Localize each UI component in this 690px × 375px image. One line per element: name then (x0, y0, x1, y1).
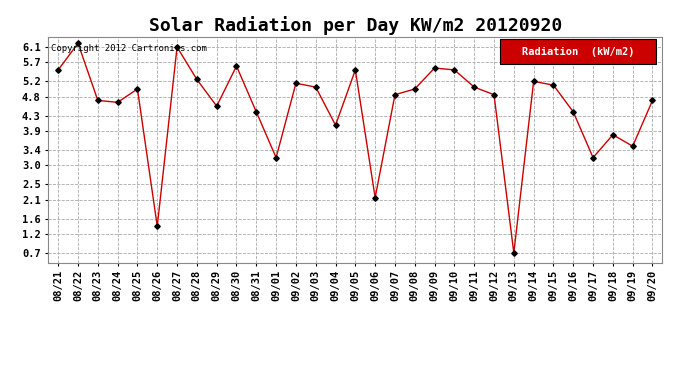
FancyBboxPatch shape (500, 39, 656, 64)
Text: Radiation  (kW/m2): Radiation (kW/m2) (522, 46, 634, 57)
Text: Copyright 2012 Cartronics.com: Copyright 2012 Cartronics.com (51, 44, 207, 53)
Title: Solar Radiation per Day KW/m2 20120920: Solar Radiation per Day KW/m2 20120920 (149, 16, 562, 34)
